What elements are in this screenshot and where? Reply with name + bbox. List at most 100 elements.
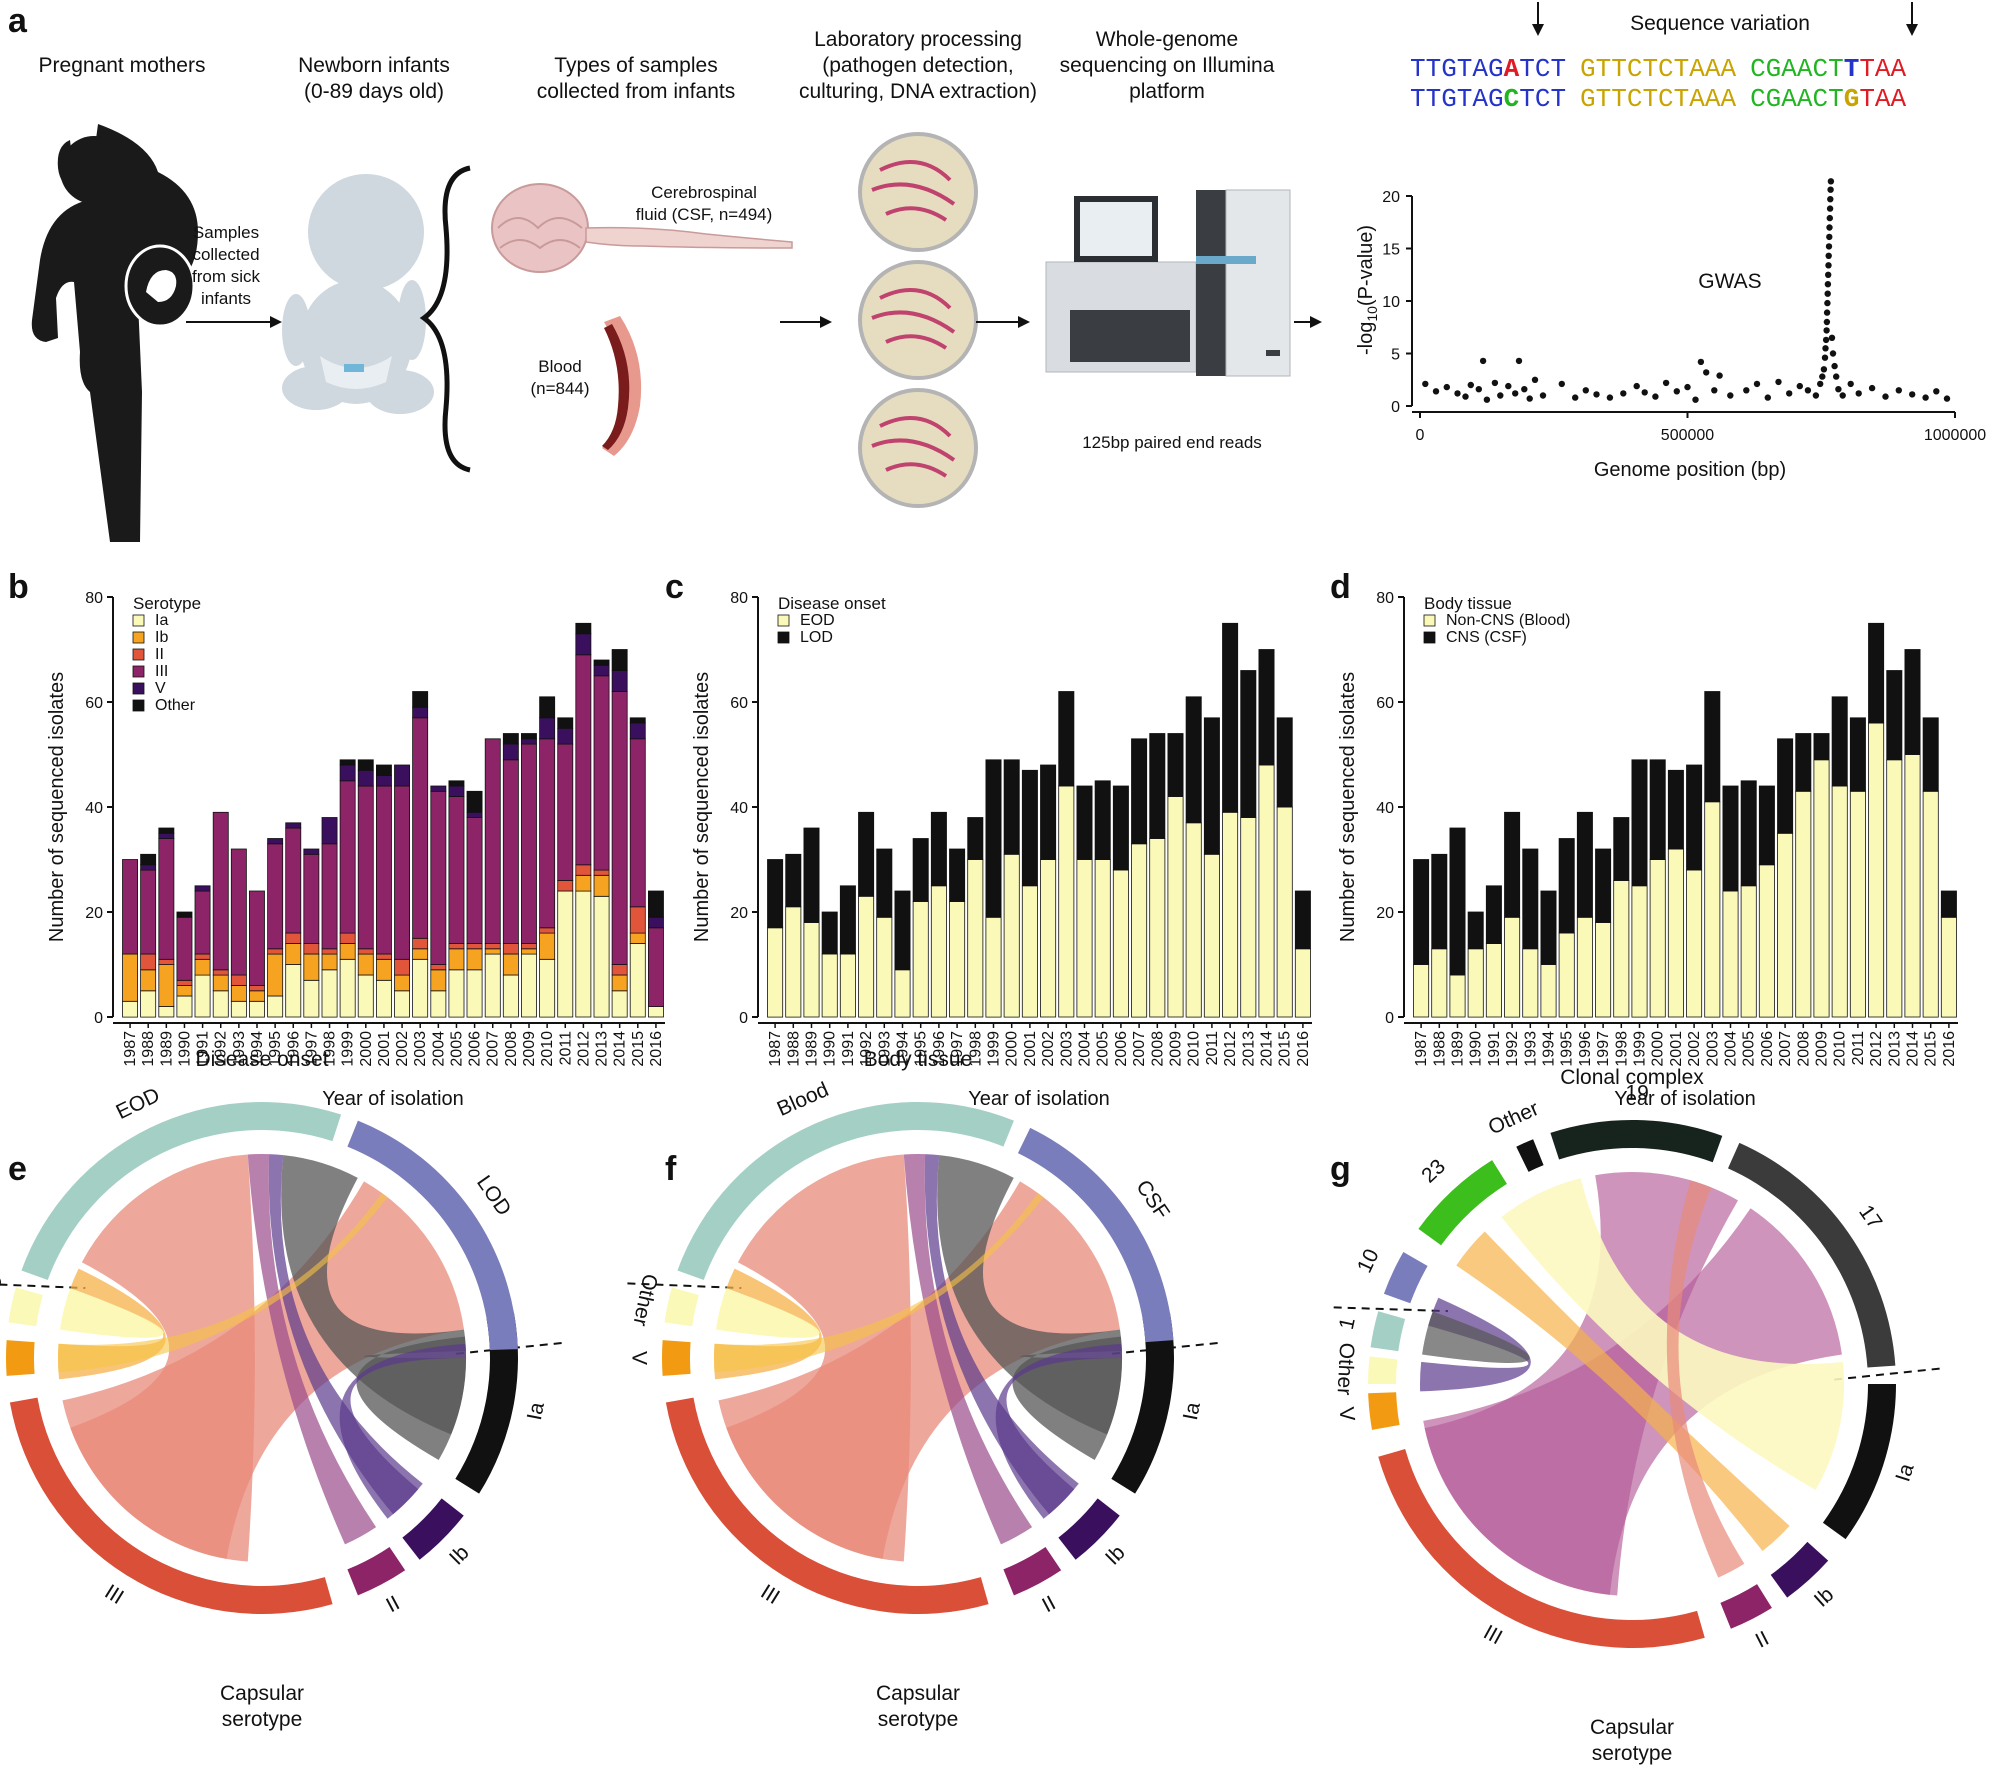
bar-segment-eod [1131,843,1148,1018]
group-arc-label: 19 [1625,1081,1649,1104]
legend-swatch [132,699,145,712]
bar-segment-v [502,743,519,761]
chord-bottom-label-2: serotype [222,1708,303,1731]
bar-segment-ii [194,953,211,960]
legend-label: Ib [155,629,168,646]
bar-segment-ia [611,990,628,1018]
gwas-point [1823,318,1831,326]
chord-ribbon [58,1192,388,1373]
gwas-point [1703,369,1710,376]
panel-g-chord-diagram: Clonal complexCapsularserotypeIaIbIIIIIV… [1332,1066,1940,1765]
gwas-point [1753,380,1761,388]
x-tick-label: 2000 [1004,1031,1021,1067]
seq-row2-seg5: TAA [1859,84,1906,114]
bar-segment-lod [1058,691,1075,787]
serotype-arc-label: Ia [1179,1400,1205,1422]
x-tick-label: 2010 [539,1031,556,1067]
bar-segment-cns-csf- [1595,848,1612,923]
panel-c-disease-onset-bar-chart: 0 20 40 60 80 Number of sequenced isolates Yea… [691,590,1312,1110]
x-tick-label: 1995 [913,1031,930,1067]
x-tick-label: 2013 [594,1031,611,1067]
x-tick-label: 1993 [231,1031,248,1067]
bar-segment-eod [785,906,802,1018]
bar-segment-cns-csf- [1886,670,1903,761]
x-tick-label: 1998 [1613,1031,1630,1067]
legend-swatch [132,665,145,678]
panel-letter-d: d [1330,568,1351,606]
bar-segment-other [521,733,537,740]
x-tick-label: 1997 [1595,1031,1612,1067]
bar-segment-other [502,733,519,745]
x-tick-label: 2008 [503,1031,520,1067]
bar-segment-v [375,775,392,787]
bar-segment-eod [839,953,856,1018]
x-tick-label: 1992 [1504,1031,1521,1067]
bar-segment-ib [430,969,447,992]
x-tick-label: 2011 [1850,1031,1867,1066]
bar-segment-ii [230,974,247,986]
sequence-variation-title: Sequence variation [1630,12,1810,35]
x-tick-label: 2004 [1077,1031,1094,1067]
x-tick-label: 1987 [767,1031,784,1067]
serotype-arc-label: Ib [445,1541,474,1570]
bar-segment-non-cns-blood- [1813,759,1830,1018]
serotype-arc-iii [9,1397,333,1615]
bar-segment-non-cns-blood- [1631,885,1648,1018]
gwas-ylabel: -log10(P-value) [1355,225,1380,355]
bar-segment-ia [593,895,610,1018]
serotype-arc-label: Ib [1810,1583,1838,1612]
bar-segment-lod [803,827,820,923]
x-tick-label: 2004 [430,1031,447,1067]
y-axis-label: Number of sequenced isolates [46,672,68,942]
bar-segment-lod [1294,890,1311,950]
x-tick-label: 2006 [1113,1031,1130,1067]
gwas-ylabel-sub: 10 [1364,306,1380,322]
y-tick-label: 0 [94,1010,103,1027]
bar-segment-ib [448,948,465,971]
x-tick-label: 2010 [1186,1031,1203,1067]
bar-segment-iii [357,785,374,950]
gwas-point [1641,389,1648,396]
bar-segment-ia [285,964,302,1018]
x-tick-label: 2005 [448,1031,465,1067]
bar-segment-non-cns-blood- [1922,790,1939,1018]
bar-segment-ib [194,958,211,976]
bar-segment-v [194,885,211,892]
serotype-arc-label: III [757,1580,784,1609]
bar-segment-other [611,649,628,671]
step-lab-line2: (pathogen detection, [822,54,1013,77]
bar-segment-v [593,664,610,677]
x-tick-label: 1989 [158,1031,175,1067]
bar-segment-ii [321,948,338,955]
group-arc-other [1516,1139,1544,1172]
bar-segment-lod [785,853,802,908]
serotype-arc-ia [1822,1384,1896,1540]
bar-segment-eod [1276,806,1293,1018]
bar-segment-other [575,622,592,635]
serotype-arc-label: II [1038,1591,1059,1617]
gwas-point [1826,205,1834,212]
gwas-point [1515,357,1523,365]
bar-segment-ia [466,969,483,1018]
gwas-point [1491,379,1499,387]
serotype-arc-label: Ia [1891,1461,1918,1485]
y-tick-label: 60 [730,695,748,712]
bar-segment-v [303,848,320,855]
gwas-y-tick-label: 20 [1382,189,1400,206]
gwas-point [1839,392,1846,399]
x-tick-label: 1987 [122,1031,139,1067]
gwas-point [1467,381,1475,389]
y-tick-label: 20 [85,905,103,922]
serotype-arc-v [6,1340,35,1376]
separator-line [1333,1306,1448,1313]
group-arc-17 [1727,1142,1896,1368]
bar-segment-eod [1094,859,1111,1018]
gwas-ylabel-pre: -log [1355,322,1377,355]
legend-label: LOD [800,629,833,646]
arrow-text-2: collected [192,245,259,264]
gwas-point [1933,388,1940,395]
y-axis-label: Number of sequenced isolates [1337,672,1359,942]
bar-segment-v [466,811,483,818]
bar-segment-iii [557,743,574,881]
bar-segment-lod [1258,649,1275,766]
